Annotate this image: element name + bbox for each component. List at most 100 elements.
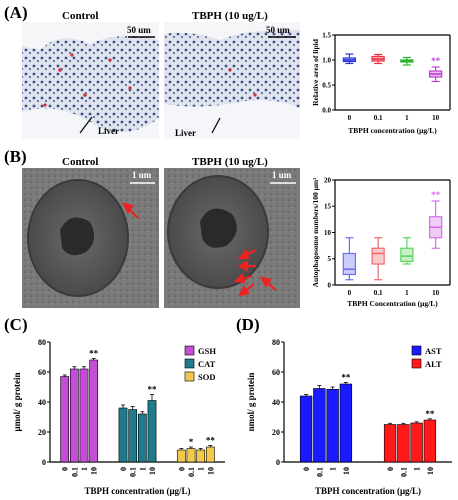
- micrograph-a-tbph-arrow-label: Liver: [175, 128, 196, 138]
- panel-label-b: (B): [4, 147, 27, 166]
- x-tick-label: 1: [197, 467, 206, 471]
- legend-label: SOD: [198, 372, 215, 382]
- significance-mark: **: [431, 56, 441, 66]
- x-tick-label: 0.1: [399, 467, 408, 477]
- x-tick-label: 1: [138, 467, 147, 471]
- legend-label: ALT: [425, 359, 442, 369]
- micrograph-a-control: [22, 22, 159, 139]
- micrograph-a-tbph-scale: 50 um: [266, 25, 290, 35]
- micrograph-a-tbph-title: TBPH (10 ug/L): [192, 10, 268, 22]
- bar: [299, 395, 313, 463]
- x-tick-label: 1: [80, 467, 89, 471]
- legend-swatch: [184, 345, 195, 356]
- autophagosome-arrow: [121, 202, 139, 219]
- bar: [137, 413, 147, 463]
- x-tick-label: 0: [177, 467, 186, 471]
- x-tick-label: 0.1: [187, 467, 196, 477]
- y-tick-label: 20: [38, 428, 46, 437]
- x-tick-label: 10: [426, 467, 435, 475]
- bar: [69, 368, 79, 463]
- bar: [60, 376, 70, 463]
- x-tick-label: 0.1: [129, 467, 138, 477]
- significance-mark: **: [206, 436, 216, 446]
- bar: [205, 446, 215, 463]
- bar: [176, 449, 186, 463]
- y-tick-label: 0.5: [322, 81, 331, 89]
- bar: [79, 368, 89, 463]
- legend-swatch: [411, 345, 422, 356]
- x-tick-label: 1: [405, 289, 409, 297]
- x-axis-label: TBPH concentration (μg/L): [315, 486, 421, 496]
- box: [371, 247, 385, 265]
- bar: [147, 400, 157, 463]
- significance-mark: **: [89, 349, 99, 359]
- y-tick-label: 0: [276, 458, 280, 467]
- bar: [410, 422, 423, 463]
- micrograph-b-tbph: [164, 168, 300, 308]
- bar: [128, 409, 138, 463]
- x-tick-label: 10: [342, 467, 351, 475]
- significance-mark: **: [431, 190, 441, 200]
- bar: [423, 419, 437, 463]
- legend-label: AST: [425, 346, 442, 356]
- y-tick-label: 10: [324, 229, 332, 237]
- chart-c-antioxidant-bar: 0 20 40 60 80 μmol/ g protein TBPH concentrati…: [12, 338, 225, 496]
- micrograph-a-control-scale: 50 um: [127, 25, 151, 35]
- x-tick-label: 0: [386, 467, 395, 471]
- y-tick-label: 0: [42, 458, 46, 467]
- y-tick-label: 0.0: [322, 106, 331, 114]
- x-tick-label: 1: [413, 467, 422, 471]
- bar: [89, 359, 99, 463]
- x-tick-label: 0.1: [315, 467, 324, 477]
- y-tick-label: 40: [272, 398, 280, 407]
- y-tick-label: 60: [38, 368, 46, 377]
- y-tick-label: 80: [38, 338, 46, 347]
- y-axis-label: μmol/ g protein: [12, 373, 22, 432]
- y-tick-label: 20: [272, 428, 280, 437]
- x-tick-label: 0: [302, 467, 311, 471]
- y-tick-label: 15: [324, 203, 332, 211]
- panel-label-c: (C): [4, 315, 28, 334]
- legend-swatch: [184, 358, 195, 369]
- x-axis-label: TBPH concentration (μg/L): [348, 126, 437, 135]
- micrograph-b-control-scale: 1 um: [132, 170, 152, 180]
- x-tick-label: 10: [206, 467, 215, 475]
- significance-mark: **: [148, 385, 158, 395]
- bar: [186, 448, 196, 463]
- bar: [196, 449, 206, 463]
- bar: [313, 388, 326, 463]
- micrograph-a-tbph: [164, 22, 300, 139]
- legend-label: CAT: [198, 359, 216, 369]
- legend-label: GSH: [198, 346, 216, 356]
- x-tick-label: 10: [148, 467, 157, 475]
- micrograph-a-control-title: Control: [62, 10, 98, 22]
- bar: [118, 407, 128, 463]
- legend-swatch: [411, 358, 422, 369]
- legend-swatch: [184, 371, 195, 382]
- significance-mark: **: [341, 373, 351, 383]
- box: [400, 247, 414, 262]
- x-tick-label: 10: [90, 467, 99, 475]
- bar: [397, 424, 410, 463]
- x-tick-label: 0: [119, 467, 128, 471]
- autophagosome-arrows: [233, 248, 277, 297]
- y-axis-label: Autophagosome numbers/100 μm²: [311, 177, 320, 288]
- y-axis-label: Relative area of lipid: [311, 38, 320, 106]
- x-tick-label: 0.1: [374, 289, 383, 297]
- x-axis-label: TBPH Concentration (μg/L): [347, 299, 438, 308]
- y-tick-label: 40: [38, 398, 46, 407]
- bar: [383, 424, 397, 463]
- micrograph-b-tbph-title: TBPH (10 ug/L): [192, 156, 268, 168]
- micrograph-b-control-title: Control: [62, 156, 98, 168]
- bar: [326, 388, 339, 463]
- x-tick-label: 1: [405, 114, 409, 122]
- chart-d-liver-enzyme-bar: 0 20 40 60 80 nmol/ g protein TBPH concentrati…: [246, 338, 452, 496]
- x-axis-label: TBPH concentration (μg/L): [84, 486, 190, 496]
- y-tick-label: 80: [272, 338, 280, 347]
- liver-arrow-a-control: [79, 116, 93, 134]
- micrograph-a-control-arrow-label: Liver: [98, 126, 119, 136]
- bar: [339, 383, 353, 463]
- y-tick-label: 1.5: [322, 31, 331, 39]
- y-tick-label: 20: [324, 176, 332, 184]
